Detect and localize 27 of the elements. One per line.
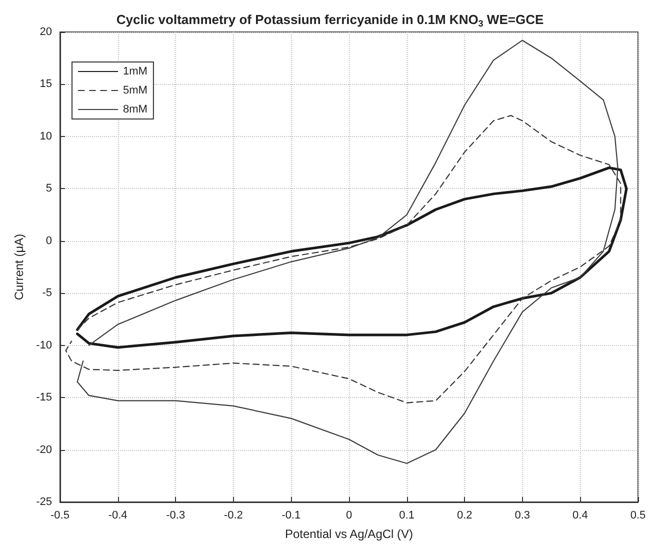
- x-axis-title: Potential vs Ag/AgCl (V): [284, 527, 414, 541]
- y-tick-label: 15: [40, 78, 52, 90]
- legend-label: 1mM: [123, 66, 148, 78]
- y-tick-label: 0: [46, 234, 52, 247]
- x-tick-label: -0.3: [166, 510, 186, 522]
- line-series: [76, 166, 628, 349]
- x-tick-label: 0.3: [514, 510, 530, 522]
- x-tick-label: -0.4: [108, 510, 128, 522]
- y-tick-label: -5: [42, 287, 52, 300]
- x-tick-label: 0.5: [630, 510, 646, 522]
- y-tick-label: -20: [36, 444, 52, 456]
- x-tick-label: -0.2: [224, 510, 243, 522]
- legend-label: 8mM: [123, 104, 148, 116]
- y-tick-label: 5: [46, 182, 52, 195]
- y-tick-label: -25: [36, 496, 52, 508]
- y-tick-label: -10: [36, 339, 52, 352]
- y-axis-title: Current (μA): [12, 234, 26, 300]
- y-tick-label: 20: [40, 26, 52, 38]
- x-tick-label: 0.4: [572, 510, 588, 522]
- y-tick-label: 10: [40, 130, 52, 142]
- x-tick-label: 0: [346, 510, 352, 522]
- y-tick-label: -15: [36, 392, 52, 404]
- x-tick-label: -0.5: [50, 510, 70, 522]
- x-tick-label: 0.1: [399, 510, 414, 522]
- legend-label: 5mM: [123, 84, 148, 96]
- x-tick-label: -0.1: [282, 510, 301, 522]
- x-tick-label: 0.2: [456, 510, 472, 522]
